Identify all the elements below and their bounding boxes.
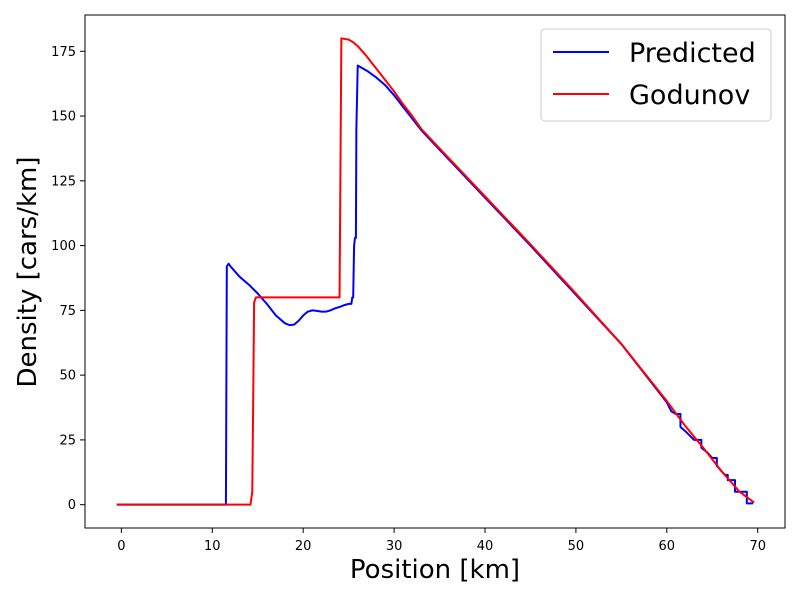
x-tick-label: 50: [568, 539, 585, 554]
series-line-godunov: [116, 37, 755, 506]
legend-label-predicted: Predicted: [629, 38, 756, 69]
y-tick-label: 0: [68, 498, 76, 513]
x-tick-label: 0: [117, 539, 125, 554]
x-tick-label: 60: [659, 539, 676, 554]
legend-label-godunov: Godunov: [629, 80, 750, 111]
y-axis-label: Density [cars/km]: [13, 156, 43, 387]
series-layer: [116, 37, 755, 506]
x-tick-label: 10: [204, 539, 221, 554]
y-tick-label: 25: [59, 433, 76, 448]
legend: Predicted Godunov: [540, 28, 772, 122]
y-tick-label: 75: [59, 304, 76, 319]
x-tick-label: 30: [386, 539, 403, 554]
x-axis-label: Position [km]: [350, 555, 520, 585]
y-tick-label: 175: [51, 45, 76, 60]
y-tick-label: 125: [51, 174, 76, 189]
x-tick-label: 20: [295, 539, 312, 554]
y-tick-label: 150: [51, 110, 76, 125]
x-tick-label: 40: [477, 539, 494, 554]
y-tick-label: 100: [51, 239, 76, 254]
y-tick-label: 50: [59, 369, 76, 384]
y-axis-ticks: 0 25 50 75 100 125 150 175: [51, 45, 85, 513]
x-axis-ticks: 0 10 20 30 40 50 60 70: [117, 528, 766, 554]
x-tick-label: 70: [749, 539, 766, 554]
